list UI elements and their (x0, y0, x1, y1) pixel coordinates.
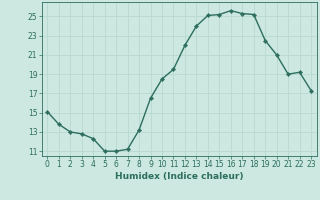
X-axis label: Humidex (Indice chaleur): Humidex (Indice chaleur) (115, 172, 244, 181)
